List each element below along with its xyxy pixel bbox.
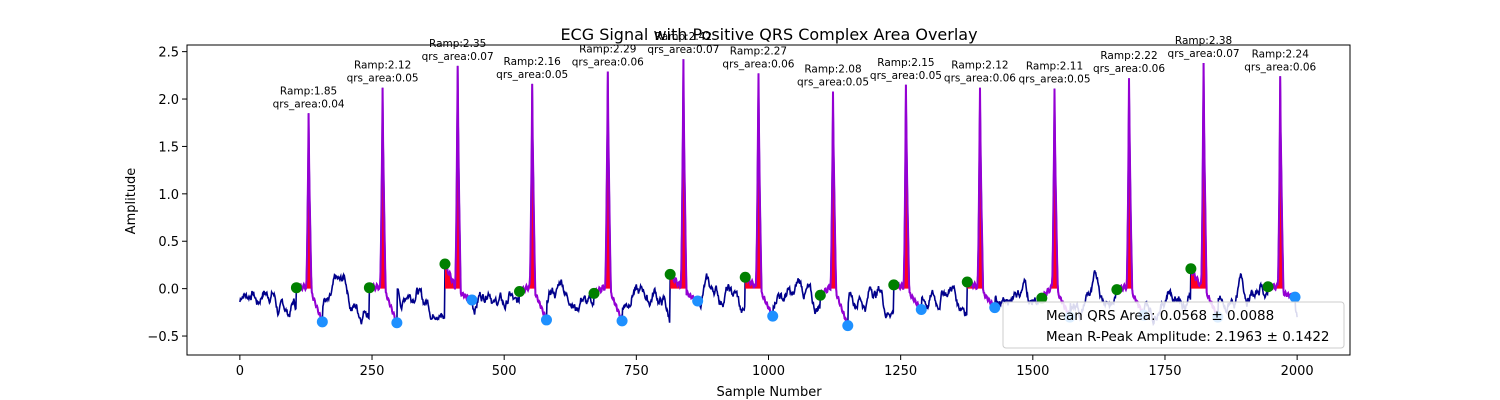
qrs-segment-line xyxy=(669,59,699,305)
y-tick-label: 2.0 xyxy=(158,93,179,108)
peak-annotation: Ramp:1.85 xyxy=(280,85,337,97)
peak-annotation-area: qrs_area:0.05 xyxy=(496,69,568,81)
qrs-segment-line xyxy=(593,71,624,323)
qrs-onset-marker xyxy=(664,268,676,280)
legend-entry-qrs-area: Mean QRS Area: 0.0568 ± 0.0088 xyxy=(1046,308,1274,324)
qrs-onset-marker xyxy=(961,276,973,288)
qrs-area-fill xyxy=(522,83,535,289)
peak-annotation: Ramp:2.16 xyxy=(504,56,562,68)
peak-annotation-area: qrs_area:0.07 xyxy=(647,44,719,56)
qrs-offset-marker xyxy=(316,316,328,328)
peak-annotation-area: qrs_area:0.06 xyxy=(722,58,794,70)
qrs-offset-marker xyxy=(842,320,854,332)
qrs-onset-marker xyxy=(888,279,900,291)
legend-entry-r-peak: Mean R-Peak Amplitude: 2.1963 ± 0.1422 xyxy=(1046,329,1330,345)
peak-annotation: Ramp:2.11 xyxy=(1026,61,1083,73)
qrs-onset-marker xyxy=(1185,263,1197,275)
qrs-offset-marker xyxy=(915,303,927,315)
y-tick-label: −0.5 xyxy=(147,330,179,345)
peak-annotation: Ramp:2.12 xyxy=(951,60,1008,72)
x-tick-label: 1000 xyxy=(752,364,785,379)
y-tick-label: 2.5 xyxy=(158,46,179,61)
peak-annotation-area: qrs_area:0.05 xyxy=(797,76,869,88)
qrs-onset-marker xyxy=(814,289,826,301)
y-tick-label: 0.0 xyxy=(158,283,179,298)
peak-annotation: Ramp:2.35 xyxy=(429,38,486,50)
x-tick-label: 0 xyxy=(236,364,244,379)
x-tick-label: 750 xyxy=(624,364,649,379)
x-tick-label: 1500 xyxy=(1016,364,1049,379)
peak-annotation-area: qrs_area:0.07 xyxy=(1168,48,1240,60)
peak-annotation-area: qrs_area:0.06 xyxy=(572,57,644,69)
x-axis-title: Sample Number xyxy=(716,385,822,400)
peak-annotation-area: qrs_area:0.04 xyxy=(273,98,345,110)
qrs-offset-marker xyxy=(466,294,478,306)
peak-annotation: Ramp:2.29 xyxy=(579,44,636,56)
qrs-offset-marker xyxy=(540,314,552,326)
x-tick-label: 1750 xyxy=(1148,364,1181,379)
qrs-onset-marker xyxy=(439,258,451,270)
qrs-offset-marker xyxy=(1289,291,1301,303)
plot-area xyxy=(239,59,1301,332)
peak-annotation-area: qrs_area:0.07 xyxy=(422,51,494,63)
y-tick-label: 1.5 xyxy=(158,140,179,155)
qrs-segment-line xyxy=(444,65,473,304)
x-tick-label: 500 xyxy=(492,364,517,379)
x-tick-label: 1250 xyxy=(884,364,917,379)
peak-annotations: Ramp:1.85qrs_area:0.04Ramp:2.12qrs_area:… xyxy=(273,31,1317,110)
peak-annotation: Ramp:2.27 xyxy=(730,45,787,57)
qrs-offset-marker xyxy=(767,310,779,322)
peak-annotation: Ramp:2.22 xyxy=(1100,50,1157,62)
y-tick-label: 1.0 xyxy=(158,188,179,203)
peak-annotation: Ramp:2.24 xyxy=(1252,48,1310,60)
legend-box xyxy=(1002,301,1345,349)
qrs-onset-marker xyxy=(290,282,302,294)
peak-annotation-area: qrs_area:0.06 xyxy=(1093,63,1165,75)
qrs-onset-marker xyxy=(514,285,526,297)
x-tick-label: 250 xyxy=(360,364,385,379)
peak-annotation-area: qrs_area:0.05 xyxy=(1018,74,1090,86)
qrs-onset-marker xyxy=(739,271,751,283)
peak-annotation-area: qrs_area:0.06 xyxy=(944,73,1016,85)
peak-annotation: Ramp:2.12 xyxy=(354,60,411,72)
qrs-onset-marker xyxy=(588,287,600,299)
qrs-offset-marker xyxy=(391,317,403,329)
qrs-onset-marker xyxy=(363,282,375,294)
y-tick-label: 0.5 xyxy=(158,235,179,250)
peak-annotation: Ramp:2.08 xyxy=(804,63,861,75)
qrs-offset-marker xyxy=(616,315,628,327)
qrs-onset-marker xyxy=(1036,292,1048,304)
axes: 0 250 500 750 1000 1250 1500 1750 2000 −0.5 0.0 0.5… xyxy=(147,44,1351,379)
qrs-offset-marker xyxy=(692,295,704,307)
qrs-segment-line xyxy=(744,73,774,317)
peak-annotation-area: qrs_area:0.06 xyxy=(1244,61,1316,73)
qrs-onset-marker xyxy=(1262,281,1274,293)
peak-annotation-area: qrs_area:0.05 xyxy=(870,70,942,82)
peak-annotation: Ramp:2.15 xyxy=(877,57,934,69)
x-tick-label: 2000 xyxy=(1281,364,1314,379)
qrs-offset-marker xyxy=(989,302,1001,314)
chart-title: ECG Signal with Positive QRS Complex Are… xyxy=(560,25,977,44)
y-axis-title: Amplitude xyxy=(124,168,139,235)
peak-annotation: Ramp:2.42 xyxy=(655,31,712,43)
legend: Mean QRS Area: 0.0568 ± 0.0088 Mean R-Pe… xyxy=(1002,301,1345,349)
peak-annotation: Ramp:2.38 xyxy=(1175,35,1232,47)
qrs-onset-marker xyxy=(1111,284,1123,296)
qrs-segment-line xyxy=(819,91,849,328)
peak-annotation-area: qrs_area:0.05 xyxy=(347,73,419,85)
